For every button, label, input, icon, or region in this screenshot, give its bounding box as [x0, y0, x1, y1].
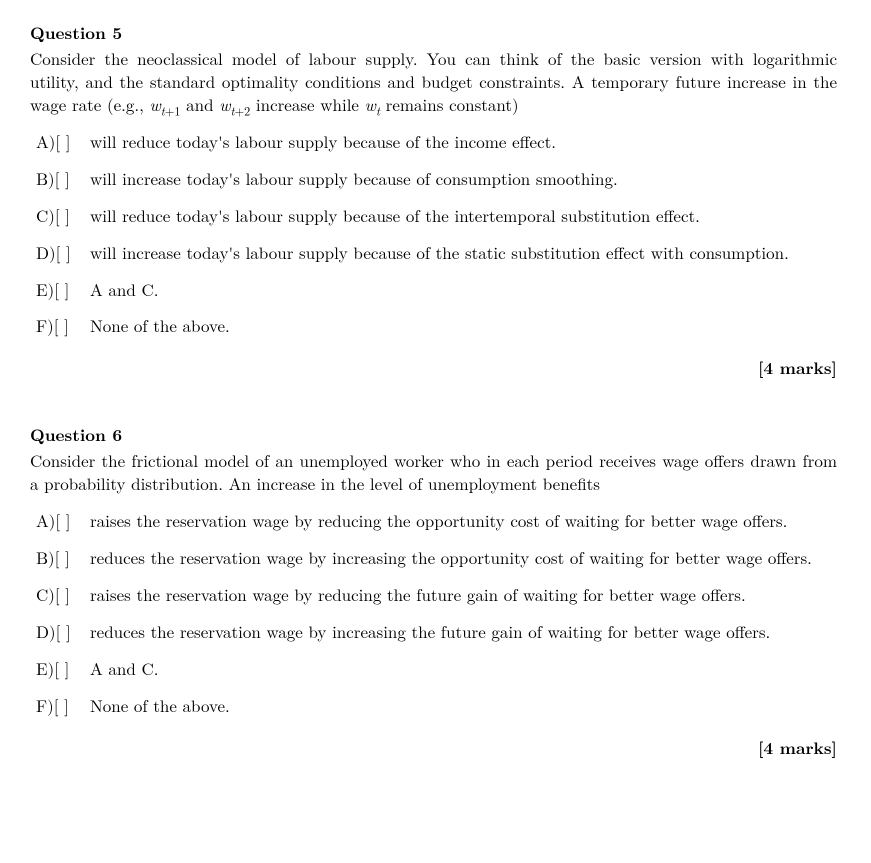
- option-label: E)[ ]: [30, 278, 90, 301]
- option-label: C)[ ]: [30, 583, 90, 606]
- question-5-options: A)[ ] will reduce today's labour supply …: [30, 130, 837, 338]
- option-text: will increase today's labour supply beca…: [90, 241, 837, 264]
- q5-w1-base: w: [150, 92, 161, 116]
- option-label: D)[ ]: [30, 241, 90, 264]
- option-text: A and C.: [90, 657, 837, 680]
- option-text: will reduce today's labour supply becaus…: [90, 130, 837, 153]
- option-label: A)[ ]: [30, 130, 90, 153]
- q5-prompt-post: remains constant): [380, 92, 519, 116]
- q5-option-b[interactable]: B)[ ] will increase today's labour suppl…: [30, 167, 837, 190]
- option-text: reduces the reservation wage by increasi…: [90, 620, 837, 643]
- option-label: E)[ ]: [30, 657, 90, 680]
- q6-option-f[interactable]: F)[ ] None of the above.: [30, 694, 837, 717]
- option-text: A and C.: [90, 278, 837, 301]
- option-text: None of the above.: [90, 314, 837, 337]
- q5-w3-base: w: [365, 92, 376, 116]
- option-label: B)[ ]: [30, 167, 90, 190]
- option-label: B)[ ]: [30, 546, 90, 569]
- q5-w2-base: w: [219, 92, 230, 116]
- question-5-prompt: Consider the neoclassical model of labou…: [30, 47, 837, 116]
- q5-option-a[interactable]: A)[ ] will reduce today's labour supply …: [30, 130, 837, 153]
- option-label: D)[ ]: [30, 620, 90, 643]
- question-6-marks: [4 marks]: [30, 737, 837, 760]
- option-label: A)[ ]: [30, 509, 90, 532]
- q6-option-c[interactable]: C)[ ] raises the reservation wage by red…: [30, 583, 837, 606]
- q6-option-d[interactable]: D)[ ] reduces the reservation wage by in…: [30, 620, 837, 643]
- question-6-options: A)[ ] raises the reservation wage by red…: [30, 509, 837, 717]
- option-text: will increase today's labour supply beca…: [90, 167, 837, 190]
- question-6: Question 6 Consider the frictional model…: [30, 424, 837, 759]
- q5-mid1: and: [181, 92, 220, 116]
- q5-mid2: increase while: [250, 92, 364, 116]
- option-label: F)[ ]: [30, 694, 90, 717]
- q5-option-c[interactable]: C)[ ] will reduce today's labour supply …: [30, 204, 837, 227]
- option-text: None of the above.: [90, 694, 837, 717]
- option-label: C)[ ]: [30, 204, 90, 227]
- option-text: raises the reservation wage by reducing …: [90, 509, 837, 532]
- option-label: F)[ ]: [30, 314, 90, 337]
- question-6-prompt: Consider the frictional model of an unem…: [30, 449, 837, 495]
- question-5-title: Question 5: [30, 22, 837, 45]
- option-text: raises the reservation wage by reducing …: [90, 583, 837, 606]
- q6-option-e[interactable]: E)[ ] A and C.: [30, 657, 837, 680]
- option-text: will reduce today's labour supply becaus…: [90, 204, 837, 227]
- question-5-marks: [4 marks]: [30, 357, 837, 380]
- q6-option-a[interactable]: A)[ ] raises the reservation wage by red…: [30, 509, 837, 532]
- question-5: Question 5 Consider the neoclassical mod…: [30, 22, 837, 380]
- question-6-title: Question 6: [30, 424, 837, 447]
- option-text: reduces the reservation wage by increasi…: [90, 546, 837, 569]
- q5-w2-sub-op: +2: [235, 101, 251, 119]
- q5-option-d[interactable]: D)[ ] will increase today's labour suppl…: [30, 241, 837, 264]
- q5-option-e[interactable]: E)[ ] A and C.: [30, 278, 837, 301]
- q5-w1-sub-op: +1: [165, 101, 181, 119]
- q5-option-f[interactable]: F)[ ] None of the above.: [30, 314, 837, 337]
- q6-option-b[interactable]: B)[ ] reduces the reservation wage by in…: [30, 546, 837, 569]
